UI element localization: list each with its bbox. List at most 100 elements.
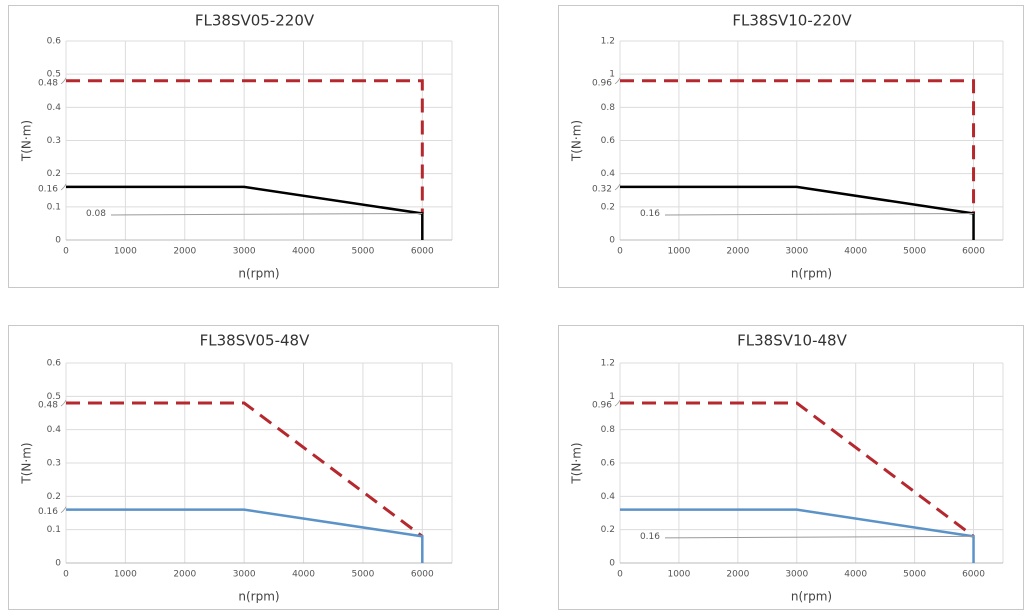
x-tick-label: 4000 [844, 570, 867, 580]
series-line [66, 401, 424, 538]
axis-mark-label: 0.32 [592, 184, 612, 194]
y-tick-label: 0.1 [47, 525, 61, 535]
axis-mark-label: 0.48 [38, 78, 58, 88]
x-tick-label: 3000 [233, 570, 256, 580]
series-line [620, 508, 975, 563]
leader-label: 0.16 [640, 532, 660, 542]
series-line [66, 508, 424, 563]
x-tick-label: 4000 [292, 247, 315, 257]
x-tick-label: 5000 [903, 570, 926, 580]
chart-title: FL38SV05-48V [200, 332, 310, 350]
y-tick-label: 0.3 [47, 136, 61, 146]
chart-title: FL38SV05-220V [195, 12, 315, 30]
series-line [620, 185, 975, 240]
y-tick-label: 0.1 [47, 202, 61, 212]
x-tick-label: 4000 [844, 247, 867, 257]
series-line [66, 185, 424, 240]
chart-panel: FL38SV10-48V n(rpm) T(N·m) 0 0.2 0.4 0.6 0.8 1 1.… [558, 325, 1024, 610]
x-tick-label: 1000 [114, 247, 137, 257]
x-axis-label: n(rpm) [791, 267, 832, 281]
x-tick-label: 5000 [351, 247, 374, 257]
axis-mark-label: 0.48 [38, 401, 58, 411]
y-tick-label: 0.6 [601, 136, 616, 146]
axis-break [60, 77, 67, 85]
x-tick-label: 4000 [292, 570, 315, 580]
x-tick-label: 0 [63, 247, 69, 257]
y-axis-label: T(N·m) [570, 120, 584, 162]
x-axis-label: n(rpm) [238, 590, 279, 604]
leader-label: 0.08 [86, 209, 106, 219]
y-tick-label: 0.4 [47, 425, 62, 435]
chart-panel: FL38SV10-220V n(rpm) T(N·m) 0 0.2 0.4 0.6 0.8 1 1… [558, 5, 1024, 288]
y-tick-label: 1 [609, 392, 615, 402]
x-tick-label: 0 [617, 247, 623, 257]
y-axis-label: T(N·m) [570, 442, 584, 484]
x-tick-label: 1000 [667, 247, 690, 257]
chart-panel: FL38SV05-220V n(rpm) T(N·m) 0 0.1 0.2 0.3 0.4 0.… [8, 5, 499, 288]
chart-panel: FL38SV05-48V n(rpm) T(N·m) 0 0.1 0.2 0.3 0.4 0.5… [8, 325, 499, 610]
axis-break [614, 77, 621, 85]
y-tick-label: 0.2 [601, 525, 615, 535]
y-tick-label: 1 [609, 70, 615, 80]
x-tick-label: 6000 [411, 247, 434, 257]
y-tick-label: 0.8 [601, 425, 616, 435]
y-tick-label: 0.3 [47, 459, 61, 469]
x-tick-label: 1000 [667, 570, 690, 580]
x-tick-label: 6000 [962, 247, 985, 257]
y-axis-label: T(N·m) [20, 120, 34, 162]
chart-title: FL38SV10-220V [732, 12, 852, 30]
x-tick-label: 3000 [785, 247, 808, 257]
y-tick-label: 0.5 [47, 392, 61, 402]
x-tick-label: 3000 [233, 247, 256, 257]
y-tick-label: 0.5 [47, 70, 61, 80]
y-tick-label: 0.6 [47, 37, 62, 47]
x-tick-label: 2000 [726, 247, 749, 257]
x-axis-label: n(rpm) [238, 267, 279, 281]
y-tick-label: 0.2 [47, 169, 61, 179]
leader-line [110, 212, 423, 216]
y-tick-label: 1.2 [601, 37, 615, 47]
y-tick-label: 0.4 [601, 169, 616, 179]
leader-label: 0.16 [640, 209, 660, 219]
axis-mark-label: 0.96 [592, 401, 612, 411]
series-line [66, 79, 424, 214]
chart-title: FL38SV10-48V [737, 332, 847, 350]
x-tick-label: 1000 [114, 570, 137, 580]
x-tick-label: 6000 [411, 570, 434, 580]
axis-break [60, 506, 67, 513]
y-tick-label: 0 [609, 559, 615, 569]
x-tick-label: 5000 [351, 570, 374, 580]
x-tick-label: 3000 [785, 570, 808, 580]
leader-line [664, 212, 974, 216]
y-tick-label: 0.8 [601, 103, 616, 113]
y-tick-label: 1.2 [601, 359, 615, 369]
x-tick-label: 2000 [173, 570, 196, 580]
x-tick-label: 2000 [726, 570, 749, 580]
axis-mark-label: 0.16 [38, 184, 58, 194]
y-tick-label: 0 [609, 236, 615, 246]
y-tick-label: 0.2 [601, 202, 615, 212]
y-tick-label: 0.4 [47, 103, 62, 113]
y-tick-label: 0.4 [601, 492, 616, 502]
axis-break [614, 399, 621, 407]
y-tick-label: 0.2 [47, 492, 61, 502]
leader-line [664, 535, 974, 539]
y-tick-label: 0.6 [601, 459, 616, 469]
axis-break [60, 183, 67, 191]
x-tick-label: 0 [617, 570, 623, 580]
axis-mark-label: 0.16 [38, 507, 58, 517]
series-line [620, 79, 976, 214]
axis-break [60, 399, 67, 407]
x-tick-label: 2000 [173, 247, 196, 257]
y-tick-label: 0.6 [47, 359, 62, 369]
axis-mark-label: 0.96 [592, 78, 612, 88]
y-tick-label: 0 [55, 236, 61, 246]
x-tick-label: 6000 [962, 570, 985, 580]
axis-break [614, 183, 621, 191]
y-tick-label: 0 [55, 559, 61, 569]
x-tick-label: 5000 [903, 247, 926, 257]
series-line [620, 401, 975, 538]
y-axis-label: T(N·m) [20, 442, 34, 484]
x-tick-label: 0 [63, 570, 69, 580]
